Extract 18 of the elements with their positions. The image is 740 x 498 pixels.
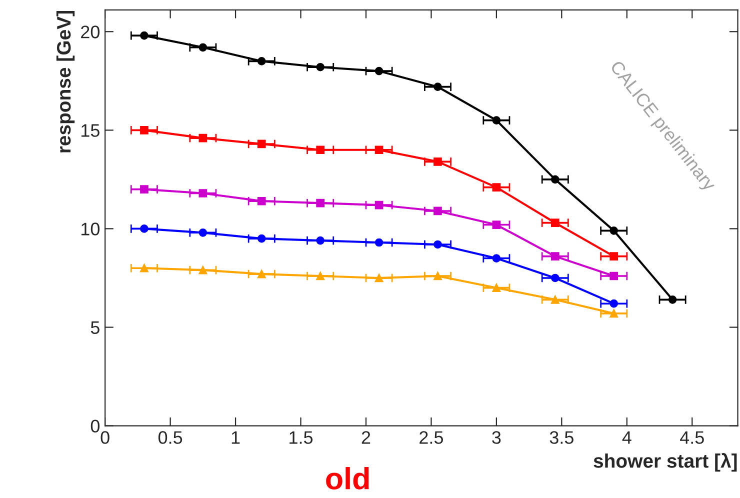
x-tick-label: 3 <box>492 431 501 444</box>
x-tick-label: 2 <box>362 431 370 444</box>
text: old <box>326 467 369 490</box>
y-axis-title: response [GeV] <box>56 11 75 152</box>
y-tick-label: 5 <box>90 321 100 334</box>
x-tick-label: 3.5 <box>550 431 574 444</box>
y-tick-label: 0 <box>90 420 100 433</box>
x-tick-label: 0.5 <box>158 431 182 444</box>
x-tick-label: 1.5 <box>290 431 313 444</box>
x-tick-label: 2.5 <box>420 431 444 444</box>
x-tick-label: 0 <box>100 431 110 444</box>
y-tick-label: 20 <box>81 26 100 38</box>
x-axis-title: shower start [λ] <box>594 453 737 472</box>
x-tick-label: 4 <box>622 431 632 444</box>
y-tick-label: 15 <box>82 124 100 137</box>
y-tick-label: 10 <box>82 222 100 236</box>
x-tick-label: 1 <box>232 431 240 444</box>
x-tick-label: 4.5 <box>680 431 704 444</box>
